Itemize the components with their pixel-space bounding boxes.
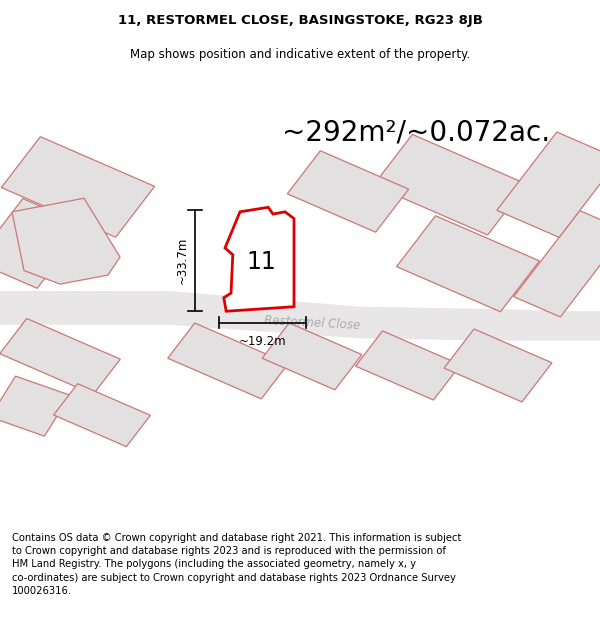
Polygon shape: [12, 198, 120, 284]
Text: ~292m²/~0.072ac.: ~292m²/~0.072ac.: [282, 119, 550, 147]
Text: ~19.2m: ~19.2m: [239, 335, 286, 348]
Text: 11: 11: [246, 249, 276, 274]
Polygon shape: [0, 199, 85, 288]
Polygon shape: [224, 208, 294, 311]
Polygon shape: [397, 216, 539, 312]
Polygon shape: [287, 151, 409, 232]
Polygon shape: [356, 331, 460, 400]
Polygon shape: [168, 323, 288, 399]
Polygon shape: [0, 319, 120, 394]
Text: ~33.7m: ~33.7m: [175, 237, 188, 284]
Polygon shape: [514, 211, 600, 317]
Text: Restormel Close: Restormel Close: [263, 314, 361, 331]
Polygon shape: [1, 137, 155, 238]
Polygon shape: [0, 291, 600, 341]
Polygon shape: [444, 329, 552, 402]
Text: 11, RESTORMEL CLOSE, BASINGSTOKE, RG23 8JB: 11, RESTORMEL CLOSE, BASINGSTOKE, RG23 8…: [118, 14, 482, 27]
Polygon shape: [373, 134, 527, 235]
Polygon shape: [0, 376, 70, 436]
Polygon shape: [53, 384, 151, 447]
Polygon shape: [262, 323, 362, 390]
Text: Map shows position and indicative extent of the property.: Map shows position and indicative extent…: [130, 48, 470, 61]
Text: Contains OS data © Crown copyright and database right 2021. This information is : Contains OS data © Crown copyright and d…: [12, 533, 461, 596]
Polygon shape: [497, 132, 600, 238]
